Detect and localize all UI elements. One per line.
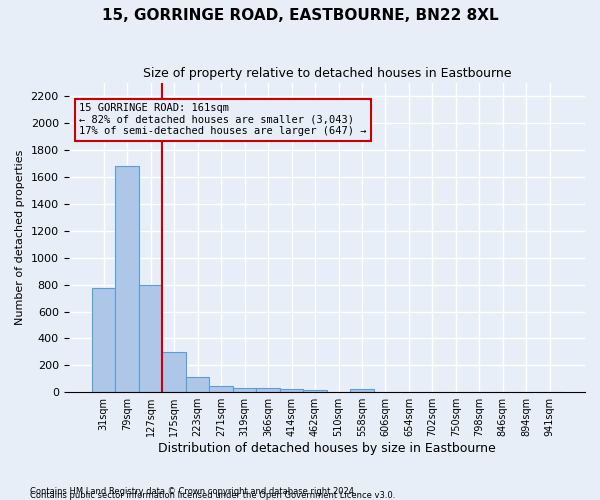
Text: Contains HM Land Registry data © Crown copyright and database right 2024.: Contains HM Land Registry data © Crown c…	[30, 487, 356, 496]
Bar	[115, 166, 139, 392]
Bar	[350, 389, 374, 392]
Y-axis label: Number of detached properties: Number of detached properties	[15, 150, 25, 326]
X-axis label: Distribution of detached houses by size in Eastbourne: Distribution of detached houses by size …	[158, 442, 496, 455]
Bar	[92, 288, 115, 392]
Bar	[256, 388, 280, 392]
Bar	[233, 388, 256, 392]
Bar	[303, 390, 327, 392]
Bar	[139, 284, 163, 392]
Title: Size of property relative to detached houses in Eastbourne: Size of property relative to detached ho…	[143, 68, 511, 80]
Text: Contains public sector information licensed under the Open Government Licence v3: Contains public sector information licen…	[30, 490, 395, 500]
Bar	[209, 386, 233, 392]
Text: 15 GORRINGE ROAD: 161sqm
← 82% of detached houses are smaller (3,043)
17% of sem: 15 GORRINGE ROAD: 161sqm ← 82% of detach…	[79, 103, 367, 136]
Bar	[163, 352, 186, 392]
Bar	[186, 378, 209, 392]
Bar	[280, 389, 303, 392]
Text: 15, GORRINGE ROAD, EASTBOURNE, BN22 8XL: 15, GORRINGE ROAD, EASTBOURNE, BN22 8XL	[101, 8, 499, 22]
